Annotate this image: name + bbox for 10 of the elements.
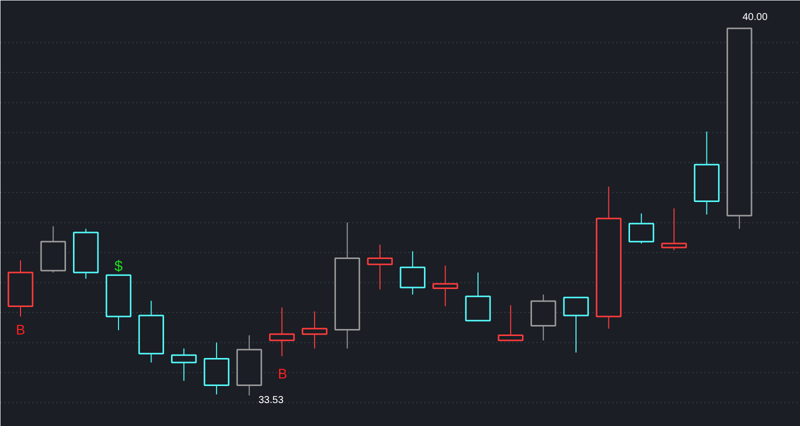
candlestick bbox=[432, 265, 458, 307]
candlestick bbox=[367, 244, 393, 290]
annotation: B bbox=[16, 322, 26, 338]
annotation: $ bbox=[114, 258, 124, 275]
annotation: B bbox=[278, 366, 288, 382]
annotation: 33.53 bbox=[258, 395, 284, 406]
text: 40.00 bbox=[742, 12, 768, 23]
candlestick bbox=[302, 310, 328, 349]
candlestick bbox=[661, 208, 687, 251]
candlestick bbox=[269, 306, 295, 357]
